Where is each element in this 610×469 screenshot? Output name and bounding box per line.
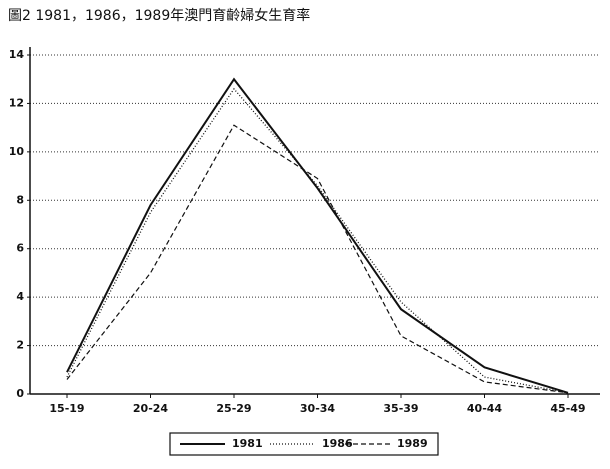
y-tick-label: 14 — [9, 48, 25, 61]
x-tick-label: 25-29 — [216, 402, 251, 415]
x-tick-label: 40-44 — [467, 402, 503, 415]
x-tick-label: 35-39 — [383, 402, 418, 415]
chart-title: 圖2 1981，1986，1989年澳門育齡婦女生育率 — [8, 7, 310, 24]
legend-label: 1986 — [322, 437, 353, 450]
legend-label: 1981 — [232, 437, 263, 450]
series-line — [66, 124, 569, 394]
x-tick-label: 20-24 — [133, 402, 169, 415]
y-tick-label: 2 — [16, 339, 24, 352]
y-tick-label: 4 — [16, 290, 24, 303]
series-line — [66, 87, 569, 394]
x-tick-label: 30-34 — [300, 402, 336, 415]
y-tick-label: 6 — [16, 242, 24, 255]
x-tick-label: 45-49 — [550, 402, 585, 415]
legend-box — [169, 432, 439, 456]
y-tick-label: 0 — [16, 387, 24, 400]
y-tick-label: 12 — [9, 96, 24, 109]
y-tick-label: 10 — [9, 145, 25, 158]
series-line — [66, 77, 569, 394]
y-tick-label: 8 — [16, 193, 24, 206]
legend-label: 1989 — [397, 437, 428, 450]
x-tick-label: 15-19 — [49, 402, 84, 415]
